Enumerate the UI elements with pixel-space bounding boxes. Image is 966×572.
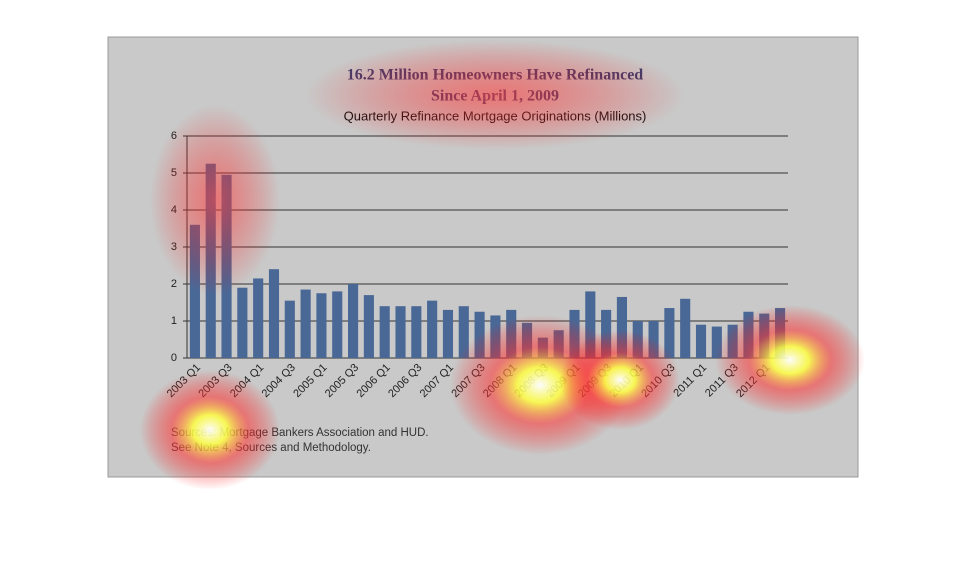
- bar: [442, 309, 454, 358]
- bar: [300, 289, 311, 358]
- bar: [363, 295, 374, 358]
- bar: [585, 291, 596, 358]
- bar: [395, 306, 406, 358]
- bar: [268, 269, 280, 358]
- bar: [237, 287, 248, 358]
- y-tick-label: 5: [171, 167, 177, 179]
- bar: [474, 311, 485, 358]
- bar: [332, 291, 343, 358]
- bar: [616, 296, 627, 358]
- bar: [537, 337, 548, 358]
- bar: [743, 311, 754, 358]
- bar: [727, 324, 738, 358]
- bar: [632, 321, 643, 358]
- bar: [648, 321, 659, 358]
- bar: [316, 293, 327, 358]
- bar: [759, 313, 770, 358]
- bar: [711, 326, 722, 358]
- y-tick-label: 3: [171, 241, 177, 253]
- bar: [458, 306, 469, 358]
- bar: [775, 308, 786, 358]
- y-tick-label: 1: [171, 315, 177, 327]
- bar: [284, 300, 295, 358]
- y-tick-label: 0: [171, 352, 177, 364]
- bar: [680, 298, 691, 358]
- chart-title-line-1: 16.2 Million Homeowners Have Refinanced: [347, 67, 644, 84]
- bar: [695, 324, 707, 358]
- source-note: Sources: Mortgage Bankers Association an…: [171, 427, 429, 439]
- bar: [205, 163, 216, 358]
- bar: [490, 315, 501, 358]
- bar: [664, 308, 675, 358]
- bar: [521, 322, 533, 358]
- bar: [348, 284, 359, 358]
- bar: [411, 306, 422, 358]
- bar: [553, 330, 564, 358]
- y-tick-label: 4: [171, 204, 177, 216]
- chart-subtitle: Quarterly Refinance Mortgage Origination…: [344, 108, 647, 123]
- bar: [221, 174, 232, 358]
- y-tick-label: 6: [171, 130, 177, 142]
- bar: [506, 309, 517, 358]
- bar: [189, 224, 200, 358]
- bar: [427, 300, 438, 358]
- source-note: See Note 4, Sources and Methodology.: [171, 442, 371, 454]
- bar: [379, 306, 390, 358]
- bar: [569, 309, 580, 358]
- y-tick-label: 2: [171, 278, 177, 290]
- bar: [253, 278, 264, 358]
- bar: [601, 309, 612, 358]
- chart-title-line-2: Since April 1, 2009: [431, 88, 559, 105]
